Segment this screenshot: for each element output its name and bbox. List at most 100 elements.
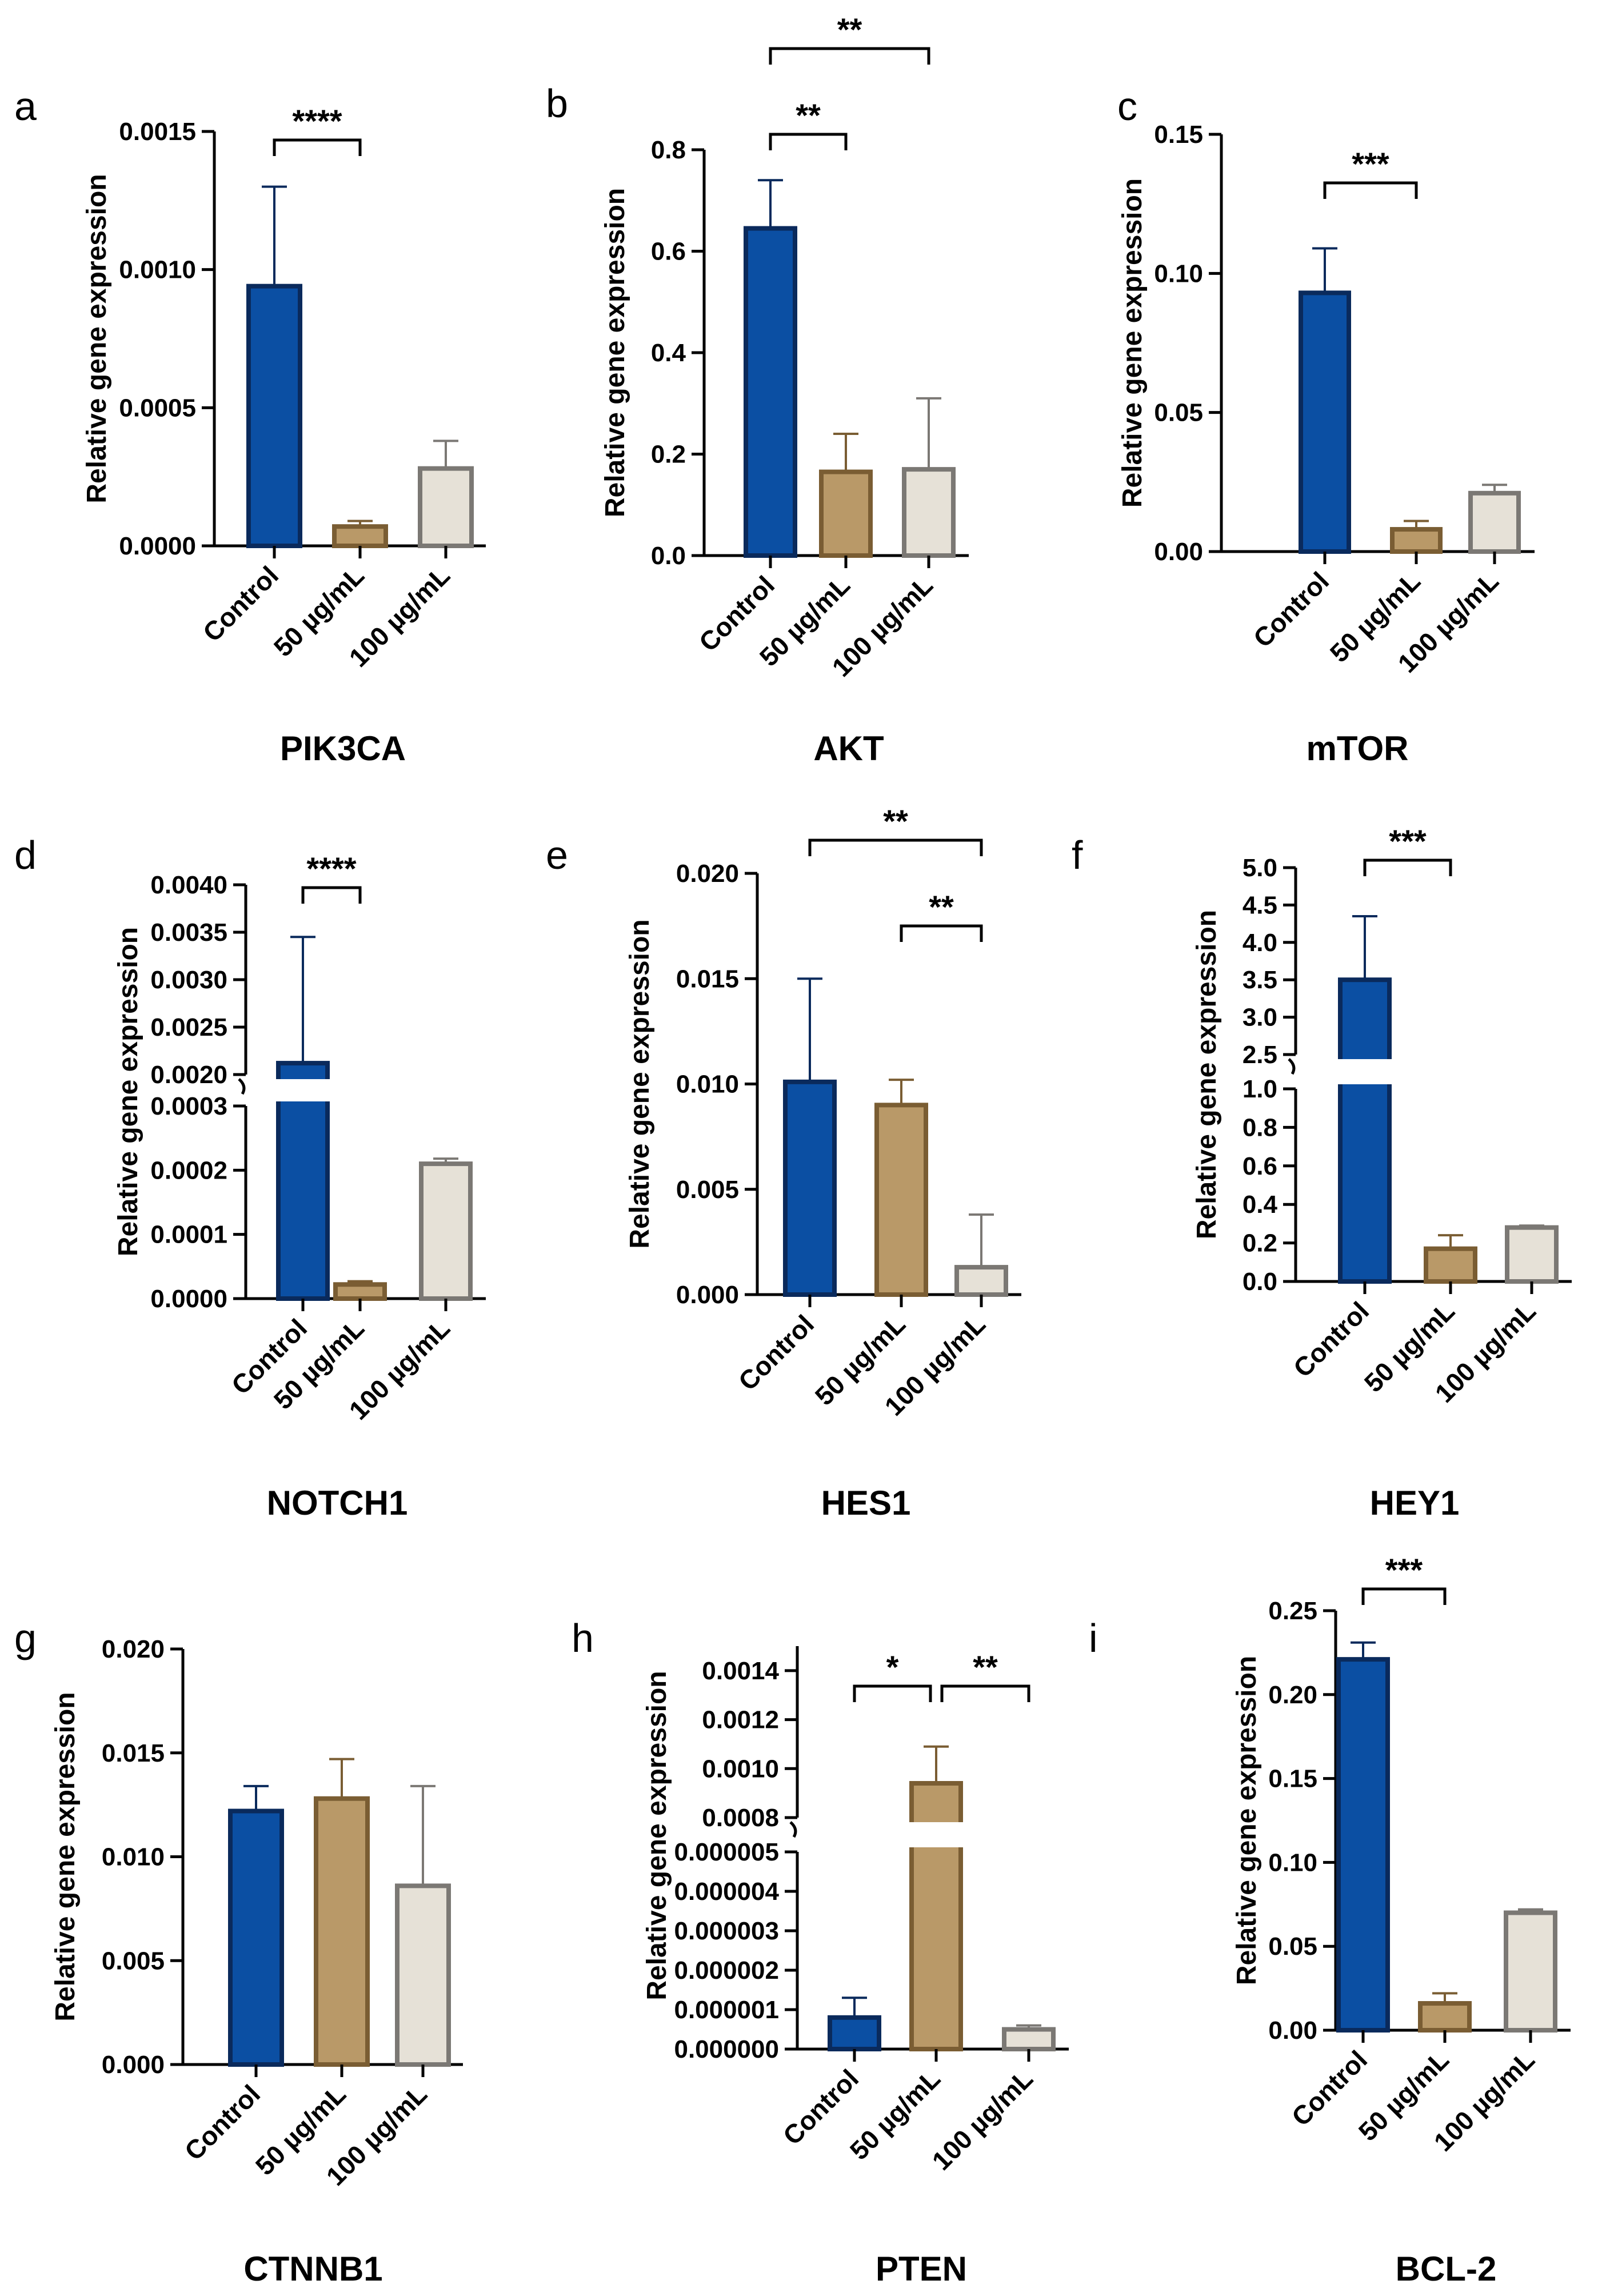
bar-3 [1002,2027,1056,2051]
significance-label: ** [796,97,821,133]
chart-panel-c: c 0.00 0.05 0.10 0.15 Relative gene expressio… [1117,84,1535,768]
y-tick-label: 0.000 [102,2051,165,2079]
chart-panel-i: i 0.00 0.05 0.10 0.15 0.20 0.25 Relative gene e… [1089,1552,1571,2288]
bar-3 [902,467,956,558]
y-tick-label: 0.25 [1268,1597,1317,1625]
y-tick-label: 0.000 [676,1281,739,1309]
y-tick-label: 0.000000 [674,2035,779,2063]
significance-label: ** [973,1649,998,1685]
y-tick-label: 0.0010 [702,1755,779,1783]
bar-1 [1336,1657,1390,2033]
gene-title: NOTCH1 [267,1484,408,1522]
y-tick-label: 3.5 [1243,966,1277,994]
y-tick-label: 1.0 [1243,1075,1277,1103]
y-tick-label: 0.4 [651,339,686,367]
y-tick-label: 0.8 [651,136,686,164]
y-tick-label: 0.0040 [150,871,227,899]
significance-label: * [886,1649,899,1685]
significance-bracket [940,1684,1030,1702]
y-tick-label: 0.000002 [674,1956,779,1984]
gene-title: HES1 [821,1484,911,1522]
significance-bracket [1361,1587,1447,1605]
x-category-label: 100 µg/mL [926,2063,1039,2176]
axis-break-mark [789,1821,797,1838]
significance-label: ** [883,803,908,839]
y-axis-label: Relative gene expression [1192,910,1222,1239]
gene-title: HEY1 [1370,1484,1460,1522]
y-tick-label: 0.8 [1243,1113,1277,1141]
y-tick-label: 0.020 [676,860,739,888]
y-tick-label: 0.4 [1243,1191,1278,1219]
y-tick-label: 0.0012 [702,1706,779,1734]
y-tick-label: 0.015 [676,965,739,993]
y-tick-label: 0.0015 [119,118,196,146]
panel-letter: g [14,1616,37,1660]
y-tick-label: 0.0001 [150,1221,227,1249]
y-tick-label: 0.0025 [150,1013,227,1041]
significance-label: *** [1389,823,1427,859]
bar-1 [744,226,797,558]
significance-label: *** [1385,1552,1423,1588]
significance-label: **** [292,103,342,139]
bar-1 [1338,977,1392,1284]
chart-panel-g: g 0.000 0.005 0.010 0.015 0.020 Relative gene … [14,1616,463,2288]
y-tick-label: 0.0005 [119,394,196,422]
y-tick-label: 0.020 [102,1635,165,1663]
significance-bracket [1363,858,1452,876]
gene-title: mTOR [1307,729,1409,768]
axis-break-mark [1288,1058,1296,1075]
panel-letter: a [14,84,37,129]
y-tick-label: 0.0014 [702,1657,779,1685]
significance-bracket [769,133,848,150]
y-tick-label: 0.000005 [674,1838,779,1866]
chart-panel-b: b 0.0 0.2 0.4 0.6 0.8 Relative gene expression… [546,11,969,768]
chart-panel-e: e 0.000 0.005 0.010 0.015 0.020 Relative gene … [546,803,1021,1522]
panel-letter: e [546,833,568,877]
y-tick-label: 0.0020 [150,1061,227,1089]
x-category-label: Control [1248,566,1335,653]
gene-title: PTEN [876,2250,967,2288]
y-tick-label: 0.0000 [119,532,196,560]
gene-title: CTNNB1 [243,2250,382,2288]
y-axis-label: Relative gene expression [1232,1656,1262,1985]
panel-letter: d [14,833,37,877]
bar-1 [783,1079,837,1297]
bar-break-gap [908,1822,964,1847]
bar-3 [418,466,474,549]
y-tick-label: 0.005 [102,1947,165,1975]
chart-panel-f: f 0.0 0.2 0.4 0.6 0.8 1.0 2.5 3.0 3.5 4.0 4.5 5.0 Rel… [1072,823,1572,1522]
y-tick-label: 4.0 [1243,929,1277,957]
y-tick-label: 0.0000 [150,1285,227,1313]
panel-letter: b [546,81,568,126]
bar-3 [954,1265,1008,1297]
bar-1 [1299,290,1351,554]
y-tick-label: 0.010 [676,1071,739,1099]
bar-2 [333,1282,387,1301]
y-tick-label: 0.10 [1154,259,1203,288]
axis-break-mark [238,1078,246,1095]
x-category-label: Control [1288,1296,1375,1383]
y-tick-label: 0.000003 [674,1917,779,1945]
bar-3 [419,1161,473,1301]
x-category-label: Control [179,2079,266,2166]
y-tick-label: 0.2 [651,441,686,469]
gene-title: BCL-2 [1396,2250,1497,2288]
y-tick-label: 0.0 [1243,1268,1277,1296]
y-axis-label: Relative gene expression [82,174,112,503]
y-tick-label: 0.10 [1268,1848,1317,1876]
bar-1 [246,283,302,548]
y-tick-label: 0.15 [1154,121,1203,149]
bar-2 [874,1103,928,1297]
bar-2 [1390,527,1443,554]
y-tick-label: 0.05 [1154,399,1203,427]
y-tick-label: 0.010 [102,1843,165,1871]
y-tick-label: 0.000001 [674,1996,779,2024]
y-axis-label: Relative gene expression [642,1671,672,2000]
y-tick-label: 0.0030 [150,966,227,994]
significance-label: *** [1352,146,1389,182]
bar-1 [228,1808,284,2067]
bar-2 [314,1796,370,2067]
chart-panel-h: h 0.000000 0.000001 0.000002 0.000003 0.00000… [572,1616,1069,2288]
x-category-label: Control [197,560,284,647]
